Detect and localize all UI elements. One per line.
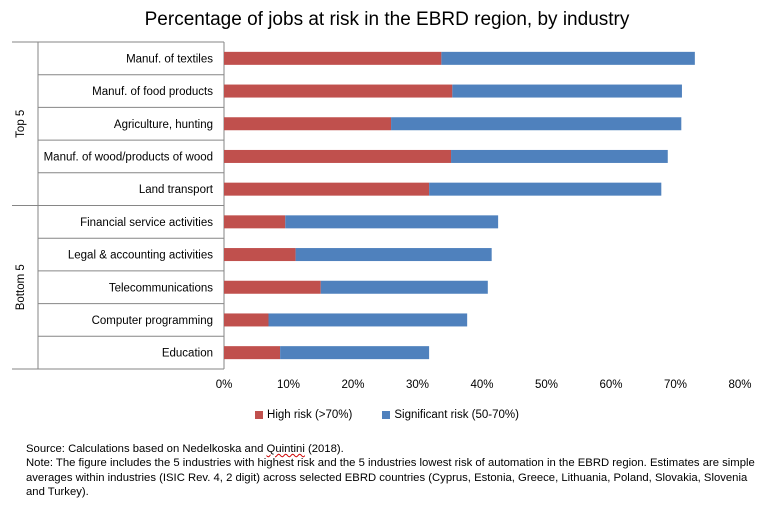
bar-significant-risk [391,117,682,131]
x-tick-label: 70% [664,379,687,391]
bar-high-risk [224,215,286,229]
legend-label-high-risk: High risk (>70%) [267,409,353,421]
bar-significant-risk [268,313,468,327]
source-text: Source: Calculations based on Nedelkoska… [26,443,267,455]
source-note: Source: Calculations based on Nedelkoska… [26,442,766,456]
bar-chart: Top 5 Bottom 5 Manuf. of textiles Manuf. of… [12,41,752,391]
bar-high-risk [224,248,296,262]
bar-high-risk [224,84,453,98]
category-label: Legal & accounting activities [68,250,213,262]
chart-title: Percentage of jobs at risk in the EBRD r… [144,9,630,30]
x-tick-label: 40% [470,379,493,391]
legend-swatch-high-risk [255,411,264,419]
x-tick-label: 30% [406,379,429,391]
legend: High risk (>70%) Significant risk (50-70… [0,409,774,421]
legend-item-significant-risk: Significant risk (50-70%) [382,409,519,421]
category-label: Land transport [139,184,214,196]
methodology-note: Note: The figure includes the 5 industri… [26,457,755,498]
bar-significant-risk [429,182,662,196]
chart-notes: Source: Calculations based on Nedelkoska… [26,442,766,499]
bar-significant-risk [452,84,682,98]
category-label: Education [162,348,213,360]
bar-significant-risk [280,346,430,360]
source-author: Quintini [266,443,305,455]
bar-high-risk [224,117,392,131]
legend-item-high-risk: High risk (>70%) [255,409,352,421]
x-tick-label: 60% [599,379,622,391]
x-tick-label: 50% [535,379,558,391]
category-label: Telecommunications [109,282,213,294]
legend-label-significant-risk: Significant risk (50-70%) [394,409,519,421]
x-tick-label: 20% [341,379,364,391]
group-label-1: Bottom 5 [15,264,27,310]
bar-significant-risk [451,149,668,163]
category-label: Manuf. of wood/products of wood [44,151,213,163]
bar-high-risk [224,51,442,65]
legend-swatch-significant-risk [382,411,391,419]
bar-significant-risk [295,248,492,262]
bar-high-risk [224,149,452,163]
category-label: Manuf. of textiles [126,53,213,65]
bar-high-risk [224,346,281,360]
group-label-0: Top 5 [15,110,27,138]
category-label: Manuf. of food products [92,86,213,98]
bar-significant-risk [320,280,488,294]
bar-high-risk [224,280,321,294]
category-label: Agriculture, hunting [114,119,213,131]
bar-significant-risk [441,51,695,65]
category-label: Financial service activities [80,217,213,229]
bar-significant-risk [285,215,499,229]
category-label: Computer programming [92,315,213,327]
x-tick-label: 0% [216,379,233,391]
x-tick-label: 80% [728,379,751,391]
x-tick-label: 10% [277,379,300,391]
bar-high-risk [224,313,269,327]
bar-high-risk [224,182,430,196]
source-year: (2018). [304,443,344,455]
